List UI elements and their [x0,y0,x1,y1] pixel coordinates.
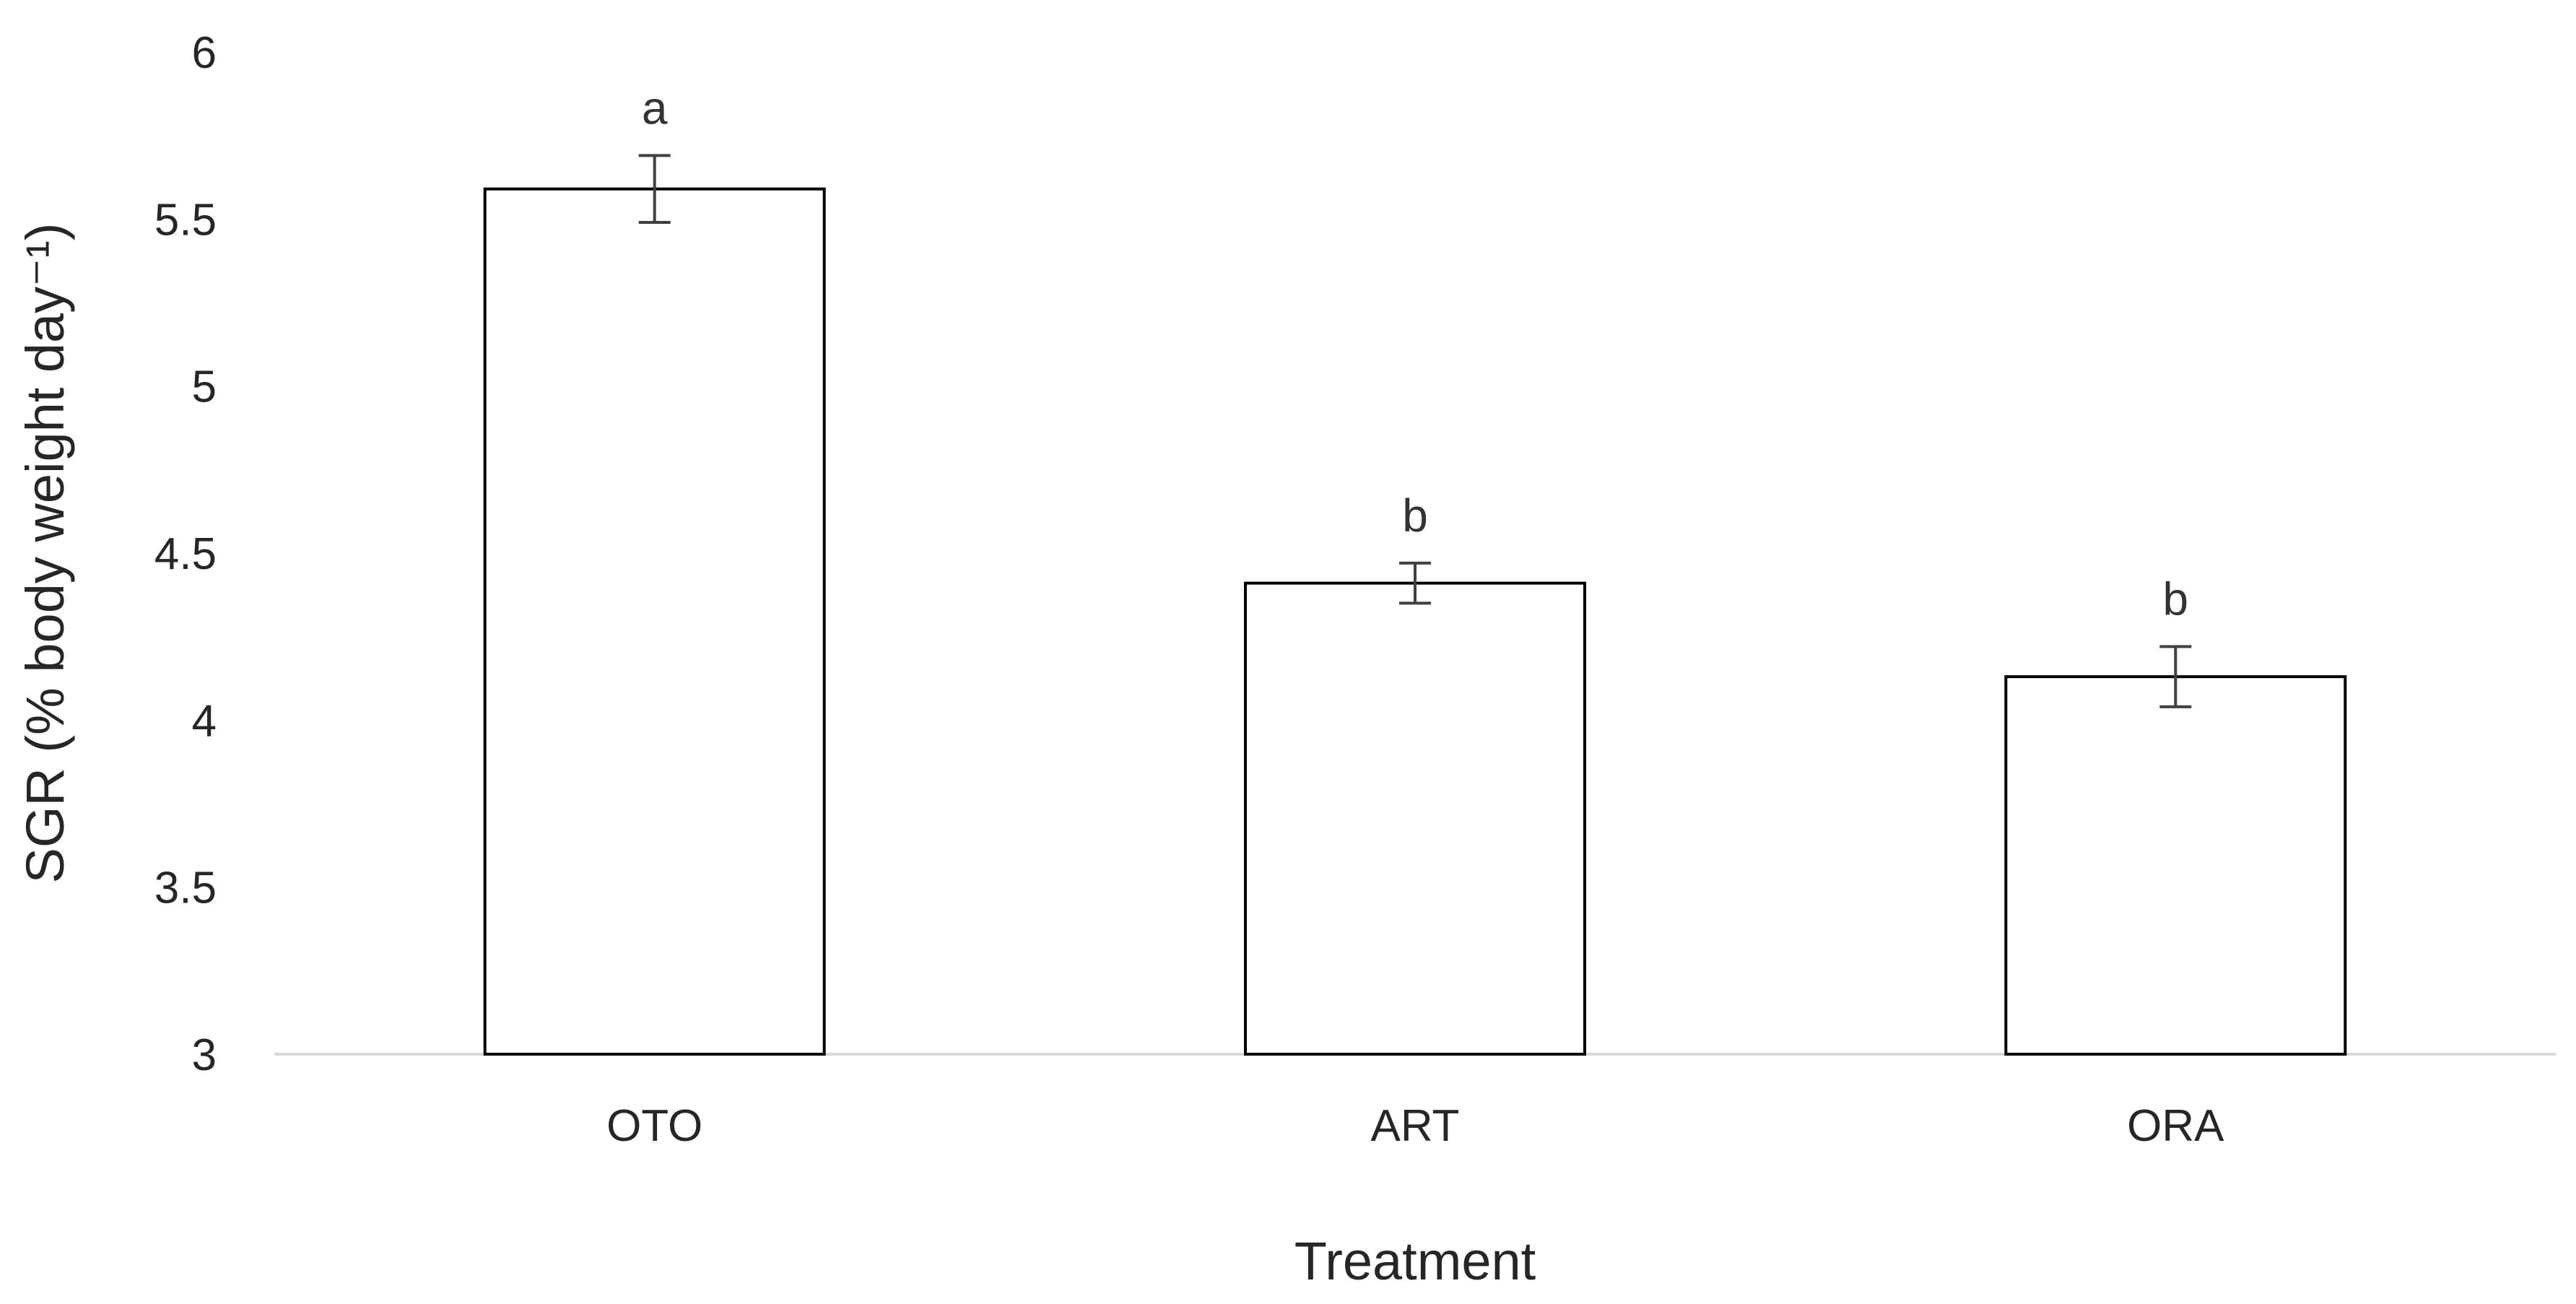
y-tick-label: 5 [192,362,217,412]
y-tick-label: 6 [192,28,217,78]
x-tick-label: OTO [606,1101,702,1151]
x-tick-label: ART [1371,1101,1460,1151]
y-tick-label: 5.5 [155,195,217,245]
bar-oto [483,187,826,1056]
y-axis-title: SGR (% body weight day⁻¹) [15,222,75,883]
significance-label-oto: a [642,82,668,134]
significance-labels-group: a b b [642,82,2188,625]
error-bar-art [1399,561,1431,605]
significance-label-art: b [1402,490,1428,542]
y-tick-label: 4.5 [155,529,217,579]
error-bars-group [638,154,2192,708]
significance-label-ora: b [2163,573,2189,625]
y-tick-label: 3 [192,1030,217,1080]
x-tick-label: ORA [2127,1101,2224,1151]
error-bar-oto [638,154,671,224]
bar-ora [2004,675,2347,1056]
y-tick-label: 3.5 [155,864,217,913]
y-tick-label: 4 [192,696,217,746]
x-axis-ticks: OTO ART ORA [606,1101,2224,1151]
bars-group [483,187,2347,1056]
error-bar-ora [2159,645,2192,708]
bar-art [1244,581,1586,1056]
y-axis-ticks: 3 3.5 4 4.5 5 5.5 6 [155,28,217,1080]
x-axis-title: Treatment [1294,1231,1536,1291]
